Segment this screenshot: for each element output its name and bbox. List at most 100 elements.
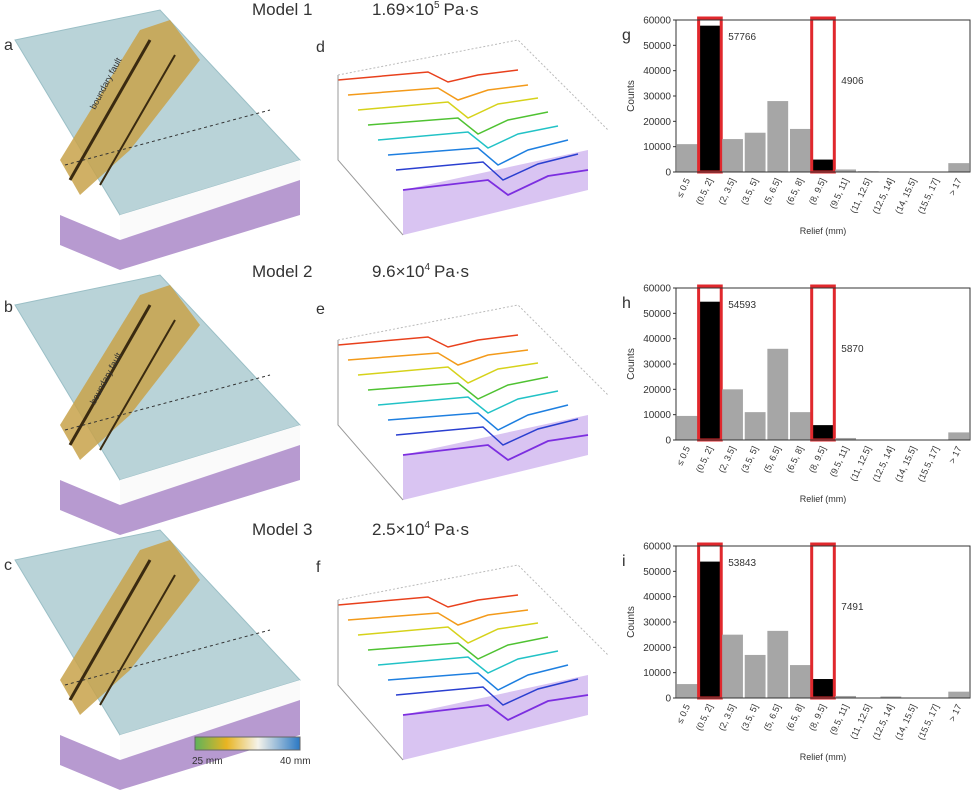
bar — [789, 412, 811, 440]
x-tick-label: (5, 6.5] — [762, 445, 783, 475]
viscosity-exponent: 4 — [424, 262, 430, 273]
panel-letter: f — [316, 559, 321, 576]
x-tick-label: (6.5, 8] — [784, 703, 805, 733]
bar — [676, 144, 698, 172]
x-tick-label: (0.5, 2] — [694, 177, 715, 207]
x-tick-label: (2, 3.5] — [716, 177, 737, 207]
x-tick-label: (9.5, 11] — [828, 177, 851, 211]
panel-letter: c — [4, 557, 12, 574]
x-axis-label: Relief (mm) — [800, 226, 847, 236]
x-tick-label: (8, 9.5] — [807, 445, 828, 475]
x-tick-label: (11, 12.5] — [848, 177, 873, 215]
x-tick-label: (8, 9.5] — [807, 177, 828, 207]
x-tick-label: (0.5, 2] — [694, 703, 715, 733]
bar — [722, 389, 743, 440]
x-tick-label: (0.5, 2] — [694, 445, 715, 475]
viscosity: 9.6×104 Pa·s — [372, 262, 469, 281]
colorbar-max: 40 mm — [280, 756, 311, 767]
x-axis-label: Relief (mm) — [800, 494, 847, 504]
y-tick-label: 0 — [665, 168, 671, 179]
data-label: 57766 — [728, 32, 756, 43]
x-tick-label: (9.5, 11] — [828, 445, 851, 479]
panel-letter: g — [622, 27, 631, 44]
bar — [699, 301, 721, 440]
viscosity-unit: Pa·s — [434, 520, 469, 539]
x-tick-label: (15.5, 17] — [916, 445, 941, 484]
bar — [676, 684, 698, 698]
y-axis-label: Counts — [626, 606, 637, 638]
bar — [835, 437, 857, 440]
model-name: Model 3 — [252, 520, 312, 539]
x-tick-label: (5, 6.5] — [762, 177, 783, 207]
viscosity-unit: Pa·s — [434, 262, 469, 281]
y-tick-label: 50000 — [643, 41, 671, 52]
x-tick-label: (3.5, 5] — [739, 445, 760, 475]
x-tick-label: (11, 12.5] — [848, 445, 873, 483]
plot-frame — [675, 287, 971, 441]
viscosity: 1.69×105 Pa·s — [372, 0, 478, 19]
viscosity-unit: Pa·s — [444, 0, 479, 19]
x-tick-label: > 17 — [947, 703, 964, 723]
y-tick-label: 60000 — [643, 542, 671, 553]
x-tick-label: (15.5, 17] — [916, 703, 941, 742]
data-label: 4906 — [841, 76, 864, 87]
y-axis-label: Counts — [626, 80, 637, 112]
viscosity: 2.5×104 Pa·s — [372, 520, 469, 539]
y-axis-label: Counts — [626, 348, 637, 380]
bar — [767, 630, 789, 698]
x-tick-label: ≤ 0.5 — [675, 703, 692, 725]
x-tick-label: (15.5, 17] — [916, 177, 941, 216]
data-label: 7491 — [841, 602, 864, 613]
x-tick-label: (11, 12.5] — [848, 703, 873, 741]
bar — [948, 691, 970, 698]
y-tick-label: 60000 — [643, 16, 671, 27]
plot-frame — [675, 545, 971, 699]
bar — [744, 412, 766, 440]
bar — [812, 425, 834, 440]
panel-letter: a — [4, 37, 13, 54]
bar — [789, 665, 811, 698]
bar — [676, 415, 698, 440]
viscosity-mantissa: 9.6×10 — [372, 262, 424, 281]
viscosity-mantissa: 1.69×10 — [372, 0, 434, 19]
y-tick-label: 0 — [665, 694, 671, 705]
x-tick-label: (12.5, 14] — [871, 445, 896, 484]
y-tick-label: 10000 — [643, 668, 671, 679]
x-tick-label: (3.5, 5] — [739, 177, 760, 207]
bar — [948, 163, 970, 172]
x-axis-label: Relief (mm) — [800, 752, 847, 762]
bar — [744, 654, 766, 698]
y-tick-label: 60000 — [643, 284, 671, 295]
data-label: 5870 — [841, 344, 864, 355]
highlight-frame — [810, 284, 836, 442]
y-tick-label: 10000 — [643, 142, 671, 153]
y-tick-label: 20000 — [643, 385, 671, 396]
data-label: 54593 — [728, 300, 756, 311]
x-tick-label: ≤ 0.5 — [675, 177, 692, 199]
y-tick-label: 20000 — [643, 643, 671, 654]
x-tick-label: (5, 6.5] — [762, 703, 783, 733]
viscosity-exponent: 4 — [424, 520, 430, 531]
x-tick-label: (8, 9.5] — [807, 703, 828, 733]
viscosity-exponent: 5 — [434, 0, 440, 11]
highlight-frame — [810, 16, 836, 174]
bar — [767, 348, 789, 440]
y-tick-label: 40000 — [643, 592, 671, 603]
x-tick-label: > 17 — [947, 445, 964, 465]
bar — [835, 695, 857, 698]
x-tick-label: > 17 — [947, 177, 964, 197]
bar — [812, 159, 834, 172]
y-tick-label: 50000 — [643, 567, 671, 578]
x-tick-label: (12.5, 14] — [871, 703, 896, 742]
bar — [722, 139, 743, 172]
model-name: Model 2 — [252, 262, 312, 281]
viscosity-mantissa: 2.5×10 — [372, 520, 424, 539]
x-tick-label: (2, 3.5] — [716, 445, 737, 475]
y-tick-label: 50000 — [643, 309, 671, 320]
bar — [699, 25, 721, 172]
plot-frame — [675, 19, 971, 173]
panel-letter: h — [622, 295, 631, 312]
highlight-frame — [810, 542, 836, 700]
x-tick-label: (6.5, 8] — [784, 177, 805, 207]
panel-letter: i — [622, 553, 626, 570]
